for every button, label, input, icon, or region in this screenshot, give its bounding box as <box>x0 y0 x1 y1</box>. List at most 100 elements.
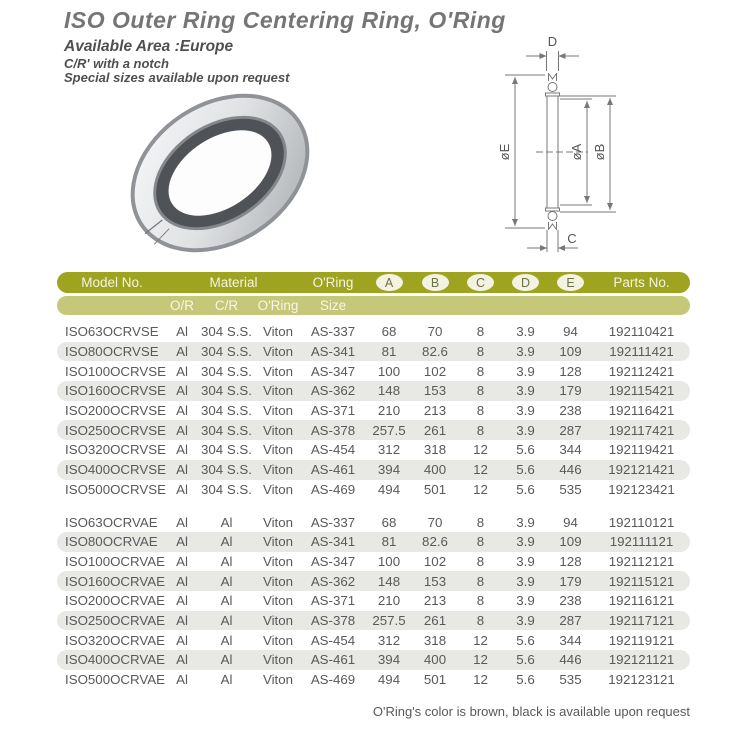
table-row: ISO500OCRVAE Al Al Viton AS-469 494 501 12 5.6 53… <box>57 670 690 690</box>
cell-d: 5.6 <box>516 442 535 458</box>
cell-or: Al <box>176 672 188 688</box>
cell-oring-size: AS-347 <box>310 363 356 379</box>
dim-label-d: D <box>548 34 557 49</box>
cell-parts: 192112421 <box>608 363 675 379</box>
cell-cr: 304 S.S. <box>200 422 252 438</box>
table-row: ISO80OCRVAE Al Al Viton AS-341 81 82.6 8 3.9 109 1… <box>57 531 690 552</box>
cell-cr: Al <box>220 534 233 550</box>
cell-model: ISO250OCRVAE <box>65 612 166 628</box>
cell-cr: Al <box>220 632 233 648</box>
header-badge-b: B <box>421 274 449 291</box>
cell-or: Al <box>176 344 188 360</box>
cell-e: 287 <box>559 612 582 628</box>
cell-e: 287 <box>559 422 582 438</box>
cell-model: ISO80OCRVSE <box>65 344 159 360</box>
cell-model: ISO400OCRVSE <box>65 462 167 478</box>
cell-or: Al <box>176 422 188 438</box>
cell-parts: 192115121 <box>608 573 675 589</box>
cell-d: 3.9 <box>516 593 535 609</box>
cell-a: 257.5 <box>372 612 406 628</box>
cell-c: 8 <box>476 612 485 628</box>
cell-c: 12 <box>473 632 488 648</box>
table-row: ISO400OCRVSE Al 304 S.S. Viton AS-461 394 400 1… <box>57 459 690 480</box>
cell-or: Al <box>176 612 188 628</box>
cell-e: 94 <box>563 324 578 340</box>
cell-e: 238 <box>559 593 582 609</box>
cell-oring-size: AS-469 <box>310 481 356 497</box>
cell-parts: 192116421 <box>608 403 675 419</box>
cell-parts: 192110121 <box>608 514 675 530</box>
cell-cr: Al <box>220 672 233 688</box>
cell-c: 12 <box>473 442 488 458</box>
table-header-row-1: Model No. Material O'Ring A B C D E Part… <box>57 272 690 293</box>
cell-b: 153 <box>423 383 447 399</box>
cell-d: 3.9 <box>516 403 535 419</box>
cell-parts: 192110421 <box>608 324 675 340</box>
cell-or: Al <box>176 534 188 550</box>
cell-oring-size: AS-378 <box>310 612 356 628</box>
cell-d: 3.9 <box>516 363 535 379</box>
cell-a: 81 <box>381 344 397 360</box>
cell-oring-material: Viton <box>262 573 294 589</box>
table-row: ISO250OCRVSE Al 304 S.S. Viton AS-378 257.5 26… <box>57 420 690 441</box>
cell-a: 312 <box>377 442 401 458</box>
cell-or: Al <box>176 442 188 458</box>
cell-model: ISO100OCRVSE <box>65 363 167 379</box>
header-oring-sub: O'Ring <box>257 298 299 313</box>
cell-model: ISO63OCRVAE <box>65 514 158 530</box>
table-row: ISO80OCRVSE Al 304 S.S. Viton AS-341 81 82.6 8 3… <box>57 341 690 362</box>
cell-a: 68 <box>381 514 397 530</box>
dimension-diagram: D øE øA øB C <box>497 34 616 252</box>
cell-a: 148 <box>377 573 401 589</box>
spec-table: Model No. Material O'Ring A B C D E Part… <box>57 272 690 702</box>
cell-e: 128 <box>559 363 582 379</box>
cell-a: 257.5 <box>372 422 406 438</box>
cell-oring-size: AS-362 <box>310 573 356 589</box>
cell-model: ISO80OCRVAE <box>65 534 158 550</box>
cell-e: 238 <box>559 403 582 419</box>
cell-parts: 192111121 <box>609 534 674 550</box>
cell-or: Al <box>176 514 188 530</box>
cell-a: 148 <box>377 383 401 399</box>
cell-oring-size: AS-337 <box>310 324 356 340</box>
cell-d: 5.6 <box>516 632 535 648</box>
cell-model: ISO160OCRVAE <box>65 573 166 589</box>
cell-b: 70 <box>427 324 443 340</box>
cell-parts: 192119121 <box>608 632 675 648</box>
cell-model: ISO200OCRVAE <box>65 593 166 609</box>
cell-cr: Al <box>220 573 233 589</box>
cell-parts: 192116121 <box>608 593 675 609</box>
cell-b: 102 <box>423 363 447 379</box>
header-cr: C/R <box>214 298 239 313</box>
cell-parts: 192123121 <box>608 672 675 688</box>
cell-a: 394 <box>377 462 401 478</box>
cell-or: Al <box>176 593 188 609</box>
cell-cr: Al <box>220 593 233 609</box>
header-oring: O'Ring <box>312 275 354 290</box>
cell-model: ISO500OCRVSE <box>65 481 167 497</box>
cell-oring-material: Viton <box>262 632 294 648</box>
header-badge-e: E <box>557 274 584 291</box>
cell-or: Al <box>176 573 188 589</box>
cell-cr: 304 S.S. <box>200 324 252 340</box>
cell-model: ISO100OCRVAE <box>65 553 166 569</box>
dim-label-a: øA <box>569 143 584 160</box>
cell-e: 535 <box>559 481 582 497</box>
table-row: ISO100OCRVSE Al 304 S.S. Viton AS-347 100 102 8… <box>57 361 690 381</box>
cell-a: 494 <box>377 672 401 688</box>
cell-oring-size: AS-454 <box>310 442 356 458</box>
cell-a: 312 <box>377 632 401 648</box>
cell-e: 109 <box>559 344 582 360</box>
cell-c: 8 <box>476 553 485 569</box>
cell-a: 81 <box>381 534 397 550</box>
header-or: O/R <box>169 298 194 313</box>
dim-label-e: øE <box>497 143 512 160</box>
table-row: ISO400OCRVAE Al Al Viton AS-461 394 400 12 5.6 44… <box>57 650 690 670</box>
table-group: ISO63OCRVSE Al 304 S.S. Viton AS-337 68 70 8 3.9… <box>57 322 690 499</box>
table-row: ISO200OCRVAE Al Al Viton AS-371 210 213 8 3.9 238… <box>57 591 690 611</box>
header-size: Size <box>319 298 347 313</box>
cell-oring-material: Viton <box>262 422 294 438</box>
cell-e: 179 <box>559 383 582 399</box>
cell-b: 102 <box>423 553 447 569</box>
cell-a: 210 <box>377 403 401 419</box>
